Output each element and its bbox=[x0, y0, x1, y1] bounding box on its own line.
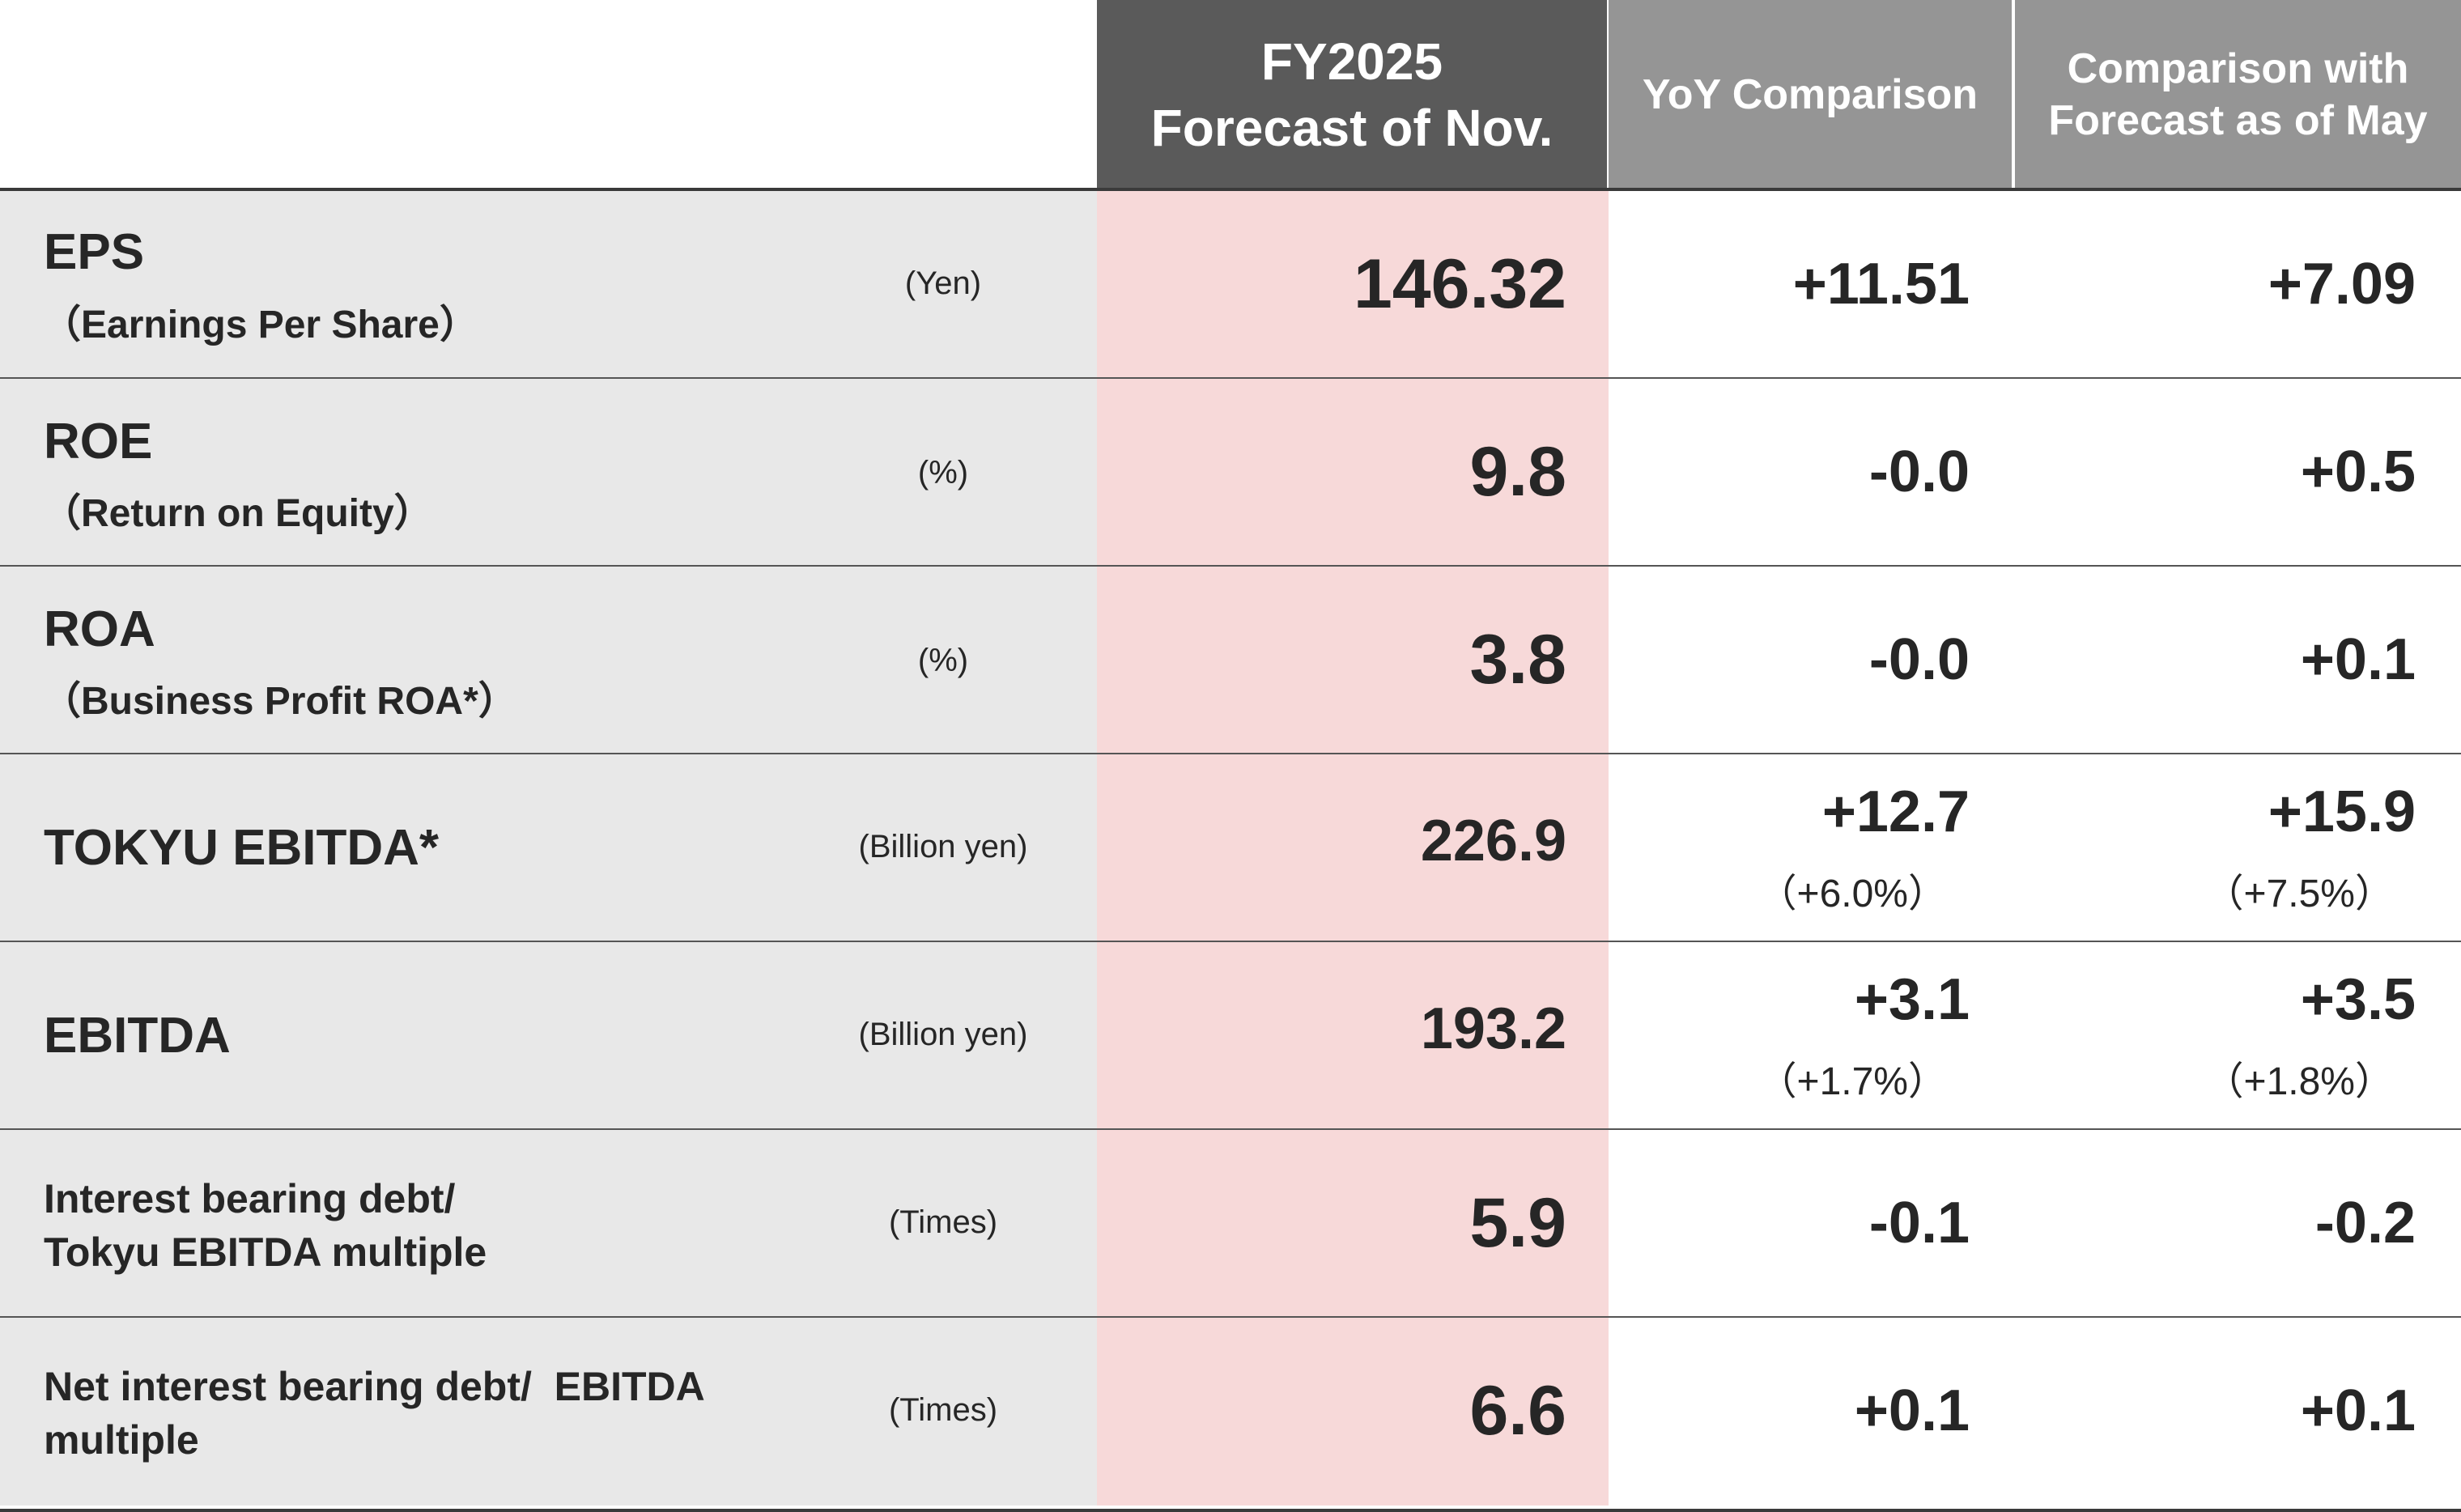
vs-may-value: +15.9 bbox=[2268, 779, 2416, 844]
forecast-cell bbox=[1097, 567, 1609, 754]
row-unit: (Yen) bbox=[904, 265, 982, 301]
row-divider bbox=[0, 941, 2461, 942]
forecast-value: 3.8 bbox=[1469, 621, 1566, 699]
forecast-cell bbox=[1097, 191, 1609, 379]
forecast-value: 6.6 bbox=[1469, 1372, 1566, 1450]
row-label: EBITDA bbox=[44, 1008, 231, 1064]
row-unit: (Times) bbox=[888, 1204, 998, 1240]
row-unit: (%) bbox=[917, 643, 969, 678]
forecast-cell bbox=[1097, 1130, 1609, 1318]
row-sublabel: multiple bbox=[44, 1417, 199, 1463]
vs-may-percent: （+1.8%） bbox=[2204, 1060, 2394, 1103]
row-label: Interest bearing debt/ bbox=[44, 1176, 456, 1221]
row-label-cell: EBITDA (Billion yen) bbox=[0, 942, 1097, 1130]
vs-may-value: -0.2 bbox=[2314, 1191, 2416, 1255]
row-label-cell: EPS （Earnings Per Share） (Yen) bbox=[0, 191, 1097, 379]
row-sublabel: （Earnings Per Share） bbox=[42, 304, 478, 346]
table-row-roa: ROA （Business Profit ROA*） (%) 3.8 -0.0 … bbox=[0, 567, 2461, 754]
vs-may-value: +0.1 bbox=[2300, 627, 2416, 692]
yoy-percent: （+1.7%） bbox=[1758, 1060, 1947, 1103]
vs-may-percent: （+7.5%） bbox=[2204, 873, 2394, 915]
header-may-line1: Comparison with bbox=[2067, 45, 2409, 92]
row-label-cell: TOKYU EBITDA* (Billion yen) bbox=[0, 754, 1097, 942]
row-label: EPS bbox=[44, 224, 145, 280]
forecast-cell bbox=[1097, 942, 1609, 1130]
forecast-cell bbox=[1097, 379, 1609, 567]
table-row-tokyu-ebitda: TOKYU EBITDA* (Billion yen) 226.9 +12.7 … bbox=[0, 754, 2461, 942]
row-label-cell: Interest bearing debt/ Tokyu EBITDA mult… bbox=[0, 1130, 1097, 1318]
header-yoy-label: YoY Comparison bbox=[1642, 70, 1979, 118]
forecast-value: 5.9 bbox=[1469, 1184, 1566, 1262]
row-label: TOKYU EBITDA* bbox=[44, 820, 440, 876]
forecast-value: 9.8 bbox=[1469, 433, 1566, 511]
forecast-value: 193.2 bbox=[1420, 996, 1566, 1061]
row-label: Net interest bearing debt/ EBITDA bbox=[44, 1364, 705, 1409]
header-may-line2: Forecast as of May bbox=[2048, 96, 2428, 144]
row-divider bbox=[0, 1316, 2461, 1318]
table-row-debt-tokyu-ebitda: Interest bearing debt/ Tokyu EBITDA mult… bbox=[0, 1130, 2461, 1318]
header-fy-line1: FY2025 bbox=[1260, 32, 1443, 91]
table-row-eps: EPS （Earnings Per Share） (Yen) 146.32 +1… bbox=[0, 191, 2461, 379]
yoy-value: +12.7 bbox=[1821, 779, 1970, 844]
vs-may-value: +0.5 bbox=[2300, 440, 2416, 504]
header-fy-line2: Forecast of Nov. bbox=[1150, 98, 1554, 157]
header-fy2025-forecast: FY2025 Forecast of Nov. bbox=[1097, 0, 1607, 189]
row-unit: (%) bbox=[917, 455, 969, 491]
forecast-cell bbox=[1097, 1318, 1609, 1506]
forecast-value: 146.32 bbox=[1353, 245, 1566, 323]
row-label: ROA bbox=[44, 601, 155, 657]
row-label-cell: Net interest bearing debt/ EBITDA multip… bbox=[0, 1318, 1097, 1506]
row-label-cell: ROE （Return on Equity） (%) bbox=[0, 379, 1097, 567]
row-label: ROE bbox=[44, 414, 153, 469]
vs-may-value: +3.5 bbox=[2300, 967, 2416, 1032]
header-rule bbox=[0, 188, 2461, 191]
yoy-value: +11.51 bbox=[1792, 252, 1970, 316]
forecast-cell bbox=[1097, 754, 1609, 942]
table-row-ebitda: EBITDA (Billion yen) 193.2 +3.1 （+1.7%） … bbox=[0, 942, 2461, 1130]
yoy-value: -0.0 bbox=[1868, 440, 1970, 504]
row-divider bbox=[0, 377, 2461, 379]
row-label-cell: ROA （Business Profit ROA*） (%) bbox=[0, 567, 1097, 754]
header-yoy-comparison: YoY Comparison bbox=[1609, 0, 2012, 189]
yoy-value: -0.1 bbox=[1868, 1191, 1970, 1255]
row-unit: (Times) bbox=[888, 1392, 998, 1428]
row-divider bbox=[0, 1128, 2461, 1130]
header-comparison-may: Comparison with Forecast as of May bbox=[2015, 0, 2461, 189]
row-unit: (Billion yen) bbox=[858, 829, 1028, 864]
yoy-value: +0.1 bbox=[1854, 1378, 1970, 1443]
forecast-value: 226.9 bbox=[1420, 809, 1566, 873]
row-sublabel: Tokyu EBITDA multiple bbox=[44, 1230, 487, 1275]
row-sublabel: （Return on Equity） bbox=[42, 492, 433, 535]
table-bottom-rule bbox=[0, 1509, 2461, 1512]
table-row-net-debt-ebitda: Net interest bearing debt/ EBITDA multip… bbox=[0, 1318, 2461, 1506]
vs-may-value: +7.09 bbox=[2268, 252, 2416, 316]
vs-may-value: +0.1 bbox=[2300, 1378, 2416, 1443]
row-unit: (Billion yen) bbox=[858, 1017, 1028, 1052]
yoy-percent: （+6.0%） bbox=[1758, 873, 1947, 915]
yoy-value: -0.0 bbox=[1868, 627, 1970, 692]
row-divider bbox=[0, 753, 2461, 754]
row-sublabel: （Business Profit ROA*） bbox=[42, 680, 517, 723]
table-row-roe: ROE （Return on Equity） (%) 9.8 -0.0 +0.5 bbox=[0, 379, 2461, 567]
row-divider bbox=[0, 565, 2461, 567]
yoy-value: +3.1 bbox=[1854, 967, 1970, 1032]
